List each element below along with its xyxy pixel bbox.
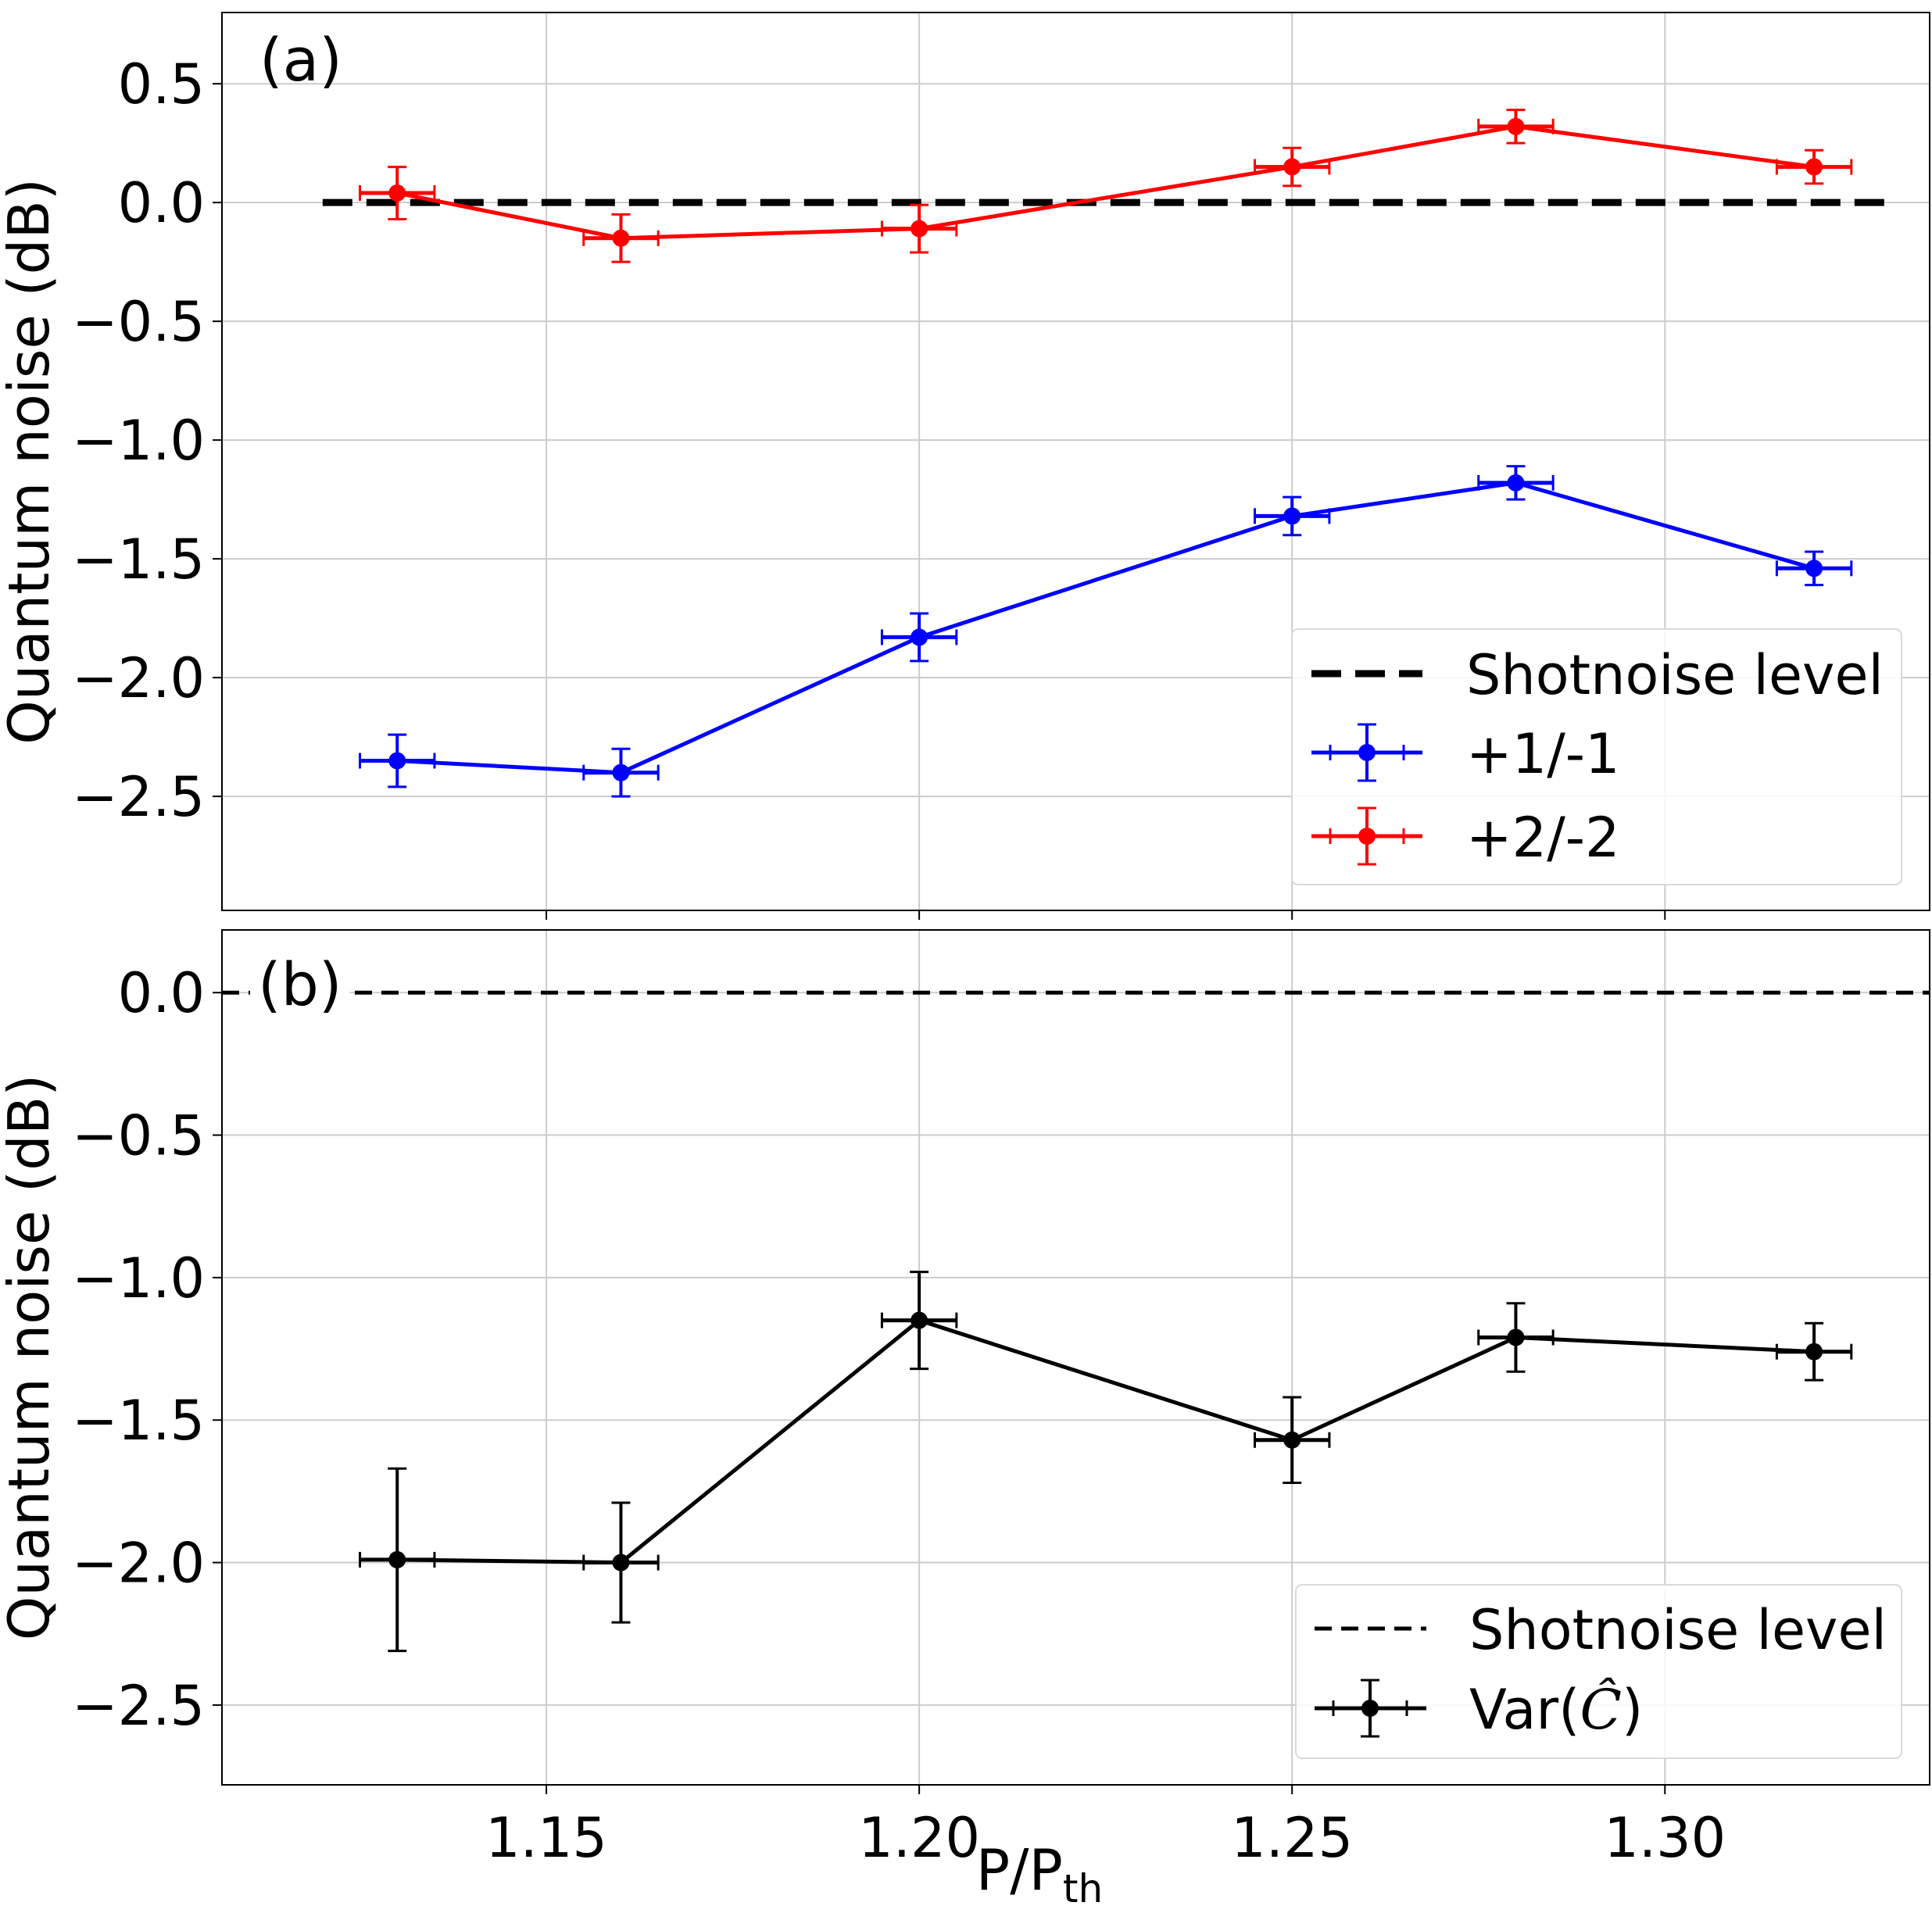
panel-a-legend-box: [1291, 628, 1902, 885]
marker: [1805, 158, 1823, 176]
panel-a-y-axis-label: Quantum noise (dB): [0, 178, 62, 745]
legend-var-c-prefix: Var(: [1469, 1678, 1580, 1742]
marker: [1507, 1328, 1525, 1346]
marker: [911, 628, 928, 646]
data-point: [880, 203, 958, 254]
data-point: [359, 733, 436, 788]
marker: [1283, 1431, 1301, 1449]
y-tick-label: −2.5: [72, 1674, 205, 1738]
panel-b-y-axis-label: Quantum noise (dB): [0, 1074, 62, 1641]
data-point: [582, 747, 660, 798]
panel-b-y-ticks: 0.0 −0.5 −1.0 −1.5 −2.0 −2.5: [72, 961, 222, 1738]
marker: [1507, 117, 1525, 135]
panel-b-label-backdrop: [250, 954, 350, 1014]
x-axis-label: P/Pth: [976, 1837, 1103, 1911]
y-tick-label: −1.5: [72, 1389, 205, 1453]
legend-var-c-symbol: Ĉ: [1580, 1678, 1622, 1742]
x-tick-label: 1.20: [858, 1806, 980, 1870]
marker: [388, 752, 406, 770]
panel-a-x-ticks: [546, 910, 1666, 920]
marker: [911, 220, 928, 238]
legend-plus2-minus2-label: +2/-2: [1466, 806, 1620, 870]
legend-var-c-suffix: ): [1622, 1678, 1643, 1742]
panel-b: 0.0 −0.5 −1.0 −1.5 −2.0 −2.5 1.15 1.20 1.25 1.30…: [0, 929, 1930, 1911]
data-point: [1253, 495, 1331, 537]
y-tick-label: −0.5: [72, 1104, 205, 1168]
data-point: [880, 1271, 958, 1371]
legend-shotnoise-label-b: Shotnoise level: [1469, 1598, 1887, 1662]
panel-b-x-ticks: 1.15 1.20 1.25 1.30: [485, 1785, 1726, 1870]
y-tick-label: −2.0: [72, 646, 205, 710]
marker: [1283, 158, 1301, 176]
marker: [1507, 474, 1525, 492]
panel-b-frame: [221, 929, 1930, 1786]
marker: [612, 1554, 630, 1572]
marker: [1805, 1343, 1823, 1361]
marker: [612, 229, 630, 247]
legend-marker: [1358, 828, 1376, 845]
data-point: [1775, 148, 1853, 185]
data-point: [1775, 550, 1853, 587]
panel-b-label: (b): [258, 949, 342, 1019]
marker: [1283, 507, 1301, 525]
x-axis-label-subscript: th: [1063, 1866, 1103, 1911]
data-point: [880, 612, 958, 663]
marker: [911, 1311, 928, 1329]
data-point: [359, 166, 436, 220]
data-point: [1477, 1302, 1555, 1373]
panel-b-series: [359, 1271, 1853, 1653]
y-tick-label: −1.5: [72, 527, 205, 592]
data-point: [1253, 1396, 1331, 1484]
marker: [388, 1550, 406, 1568]
panel-b-legend: Shotnoise level Var(Ĉ): [1295, 1584, 1902, 1759]
x-tick-label: 1.15: [485, 1806, 607, 1870]
y-tick-label: −1.0: [72, 409, 205, 473]
y-tick-label: −2.5: [72, 765, 205, 829]
data-point: [359, 1467, 436, 1653]
x-tick-label: 1.30: [1604, 1806, 1726, 1870]
legend-shotnoise-label: Shotnoise level: [1466, 643, 1884, 707]
y-tick-label: 0.0: [118, 961, 205, 1025]
panel-a-legend: Shotnoise level +1/-1 +2/-2: [1291, 628, 1902, 885]
legend-var-c-sample: [1315, 1679, 1426, 1738]
legend-marker: [1361, 1700, 1379, 1717]
y-tick-label: 0.0: [118, 171, 205, 235]
marker: [1805, 560, 1823, 577]
legend-var-c-label: Var(Ĉ): [1469, 1678, 1643, 1742]
legend-marker: [1358, 744, 1376, 761]
legend-plus1-minus1-sample: [1311, 723, 1422, 782]
x-tick-label: 1.25: [1231, 1806, 1353, 1870]
data-point: [582, 213, 660, 263]
panel-a-y-ticks: 0.5 0.0 −0.5 −1.0 −1.5 −2.0 −2.5: [72, 52, 222, 829]
data-point: [1477, 109, 1555, 145]
panel-a-frame: [221, 12, 1930, 911]
y-tick-label: −1.0: [72, 1246, 205, 1310]
panel-a: 0.5 0.0 −0.5 −1.0 −1.5 −2.0 −2.5 (a) Quantum n…: [0, 12, 1930, 920]
panel-a-label: (a): [259, 25, 342, 95]
y-tick-label: −0.5: [72, 290, 205, 354]
panel-a-series: [359, 109, 1853, 798]
x-axis-label-main: P/P: [976, 1837, 1063, 1903]
panel-b-legend-box: [1295, 1584, 1902, 1759]
data-point: [1253, 146, 1331, 188]
y-tick-label: −2.0: [72, 1532, 205, 1596]
data-point: [1775, 1321, 1853, 1382]
data-point: [1477, 465, 1555, 501]
legend-plus2-minus2-sample: [1311, 806, 1422, 866]
data-point: [582, 1501, 660, 1624]
legend-plus1-minus1-label: +1/-1: [1466, 722, 1620, 786]
y-tick-label: 0.5: [118, 52, 205, 116]
marker: [612, 763, 630, 781]
marker: [388, 184, 406, 202]
